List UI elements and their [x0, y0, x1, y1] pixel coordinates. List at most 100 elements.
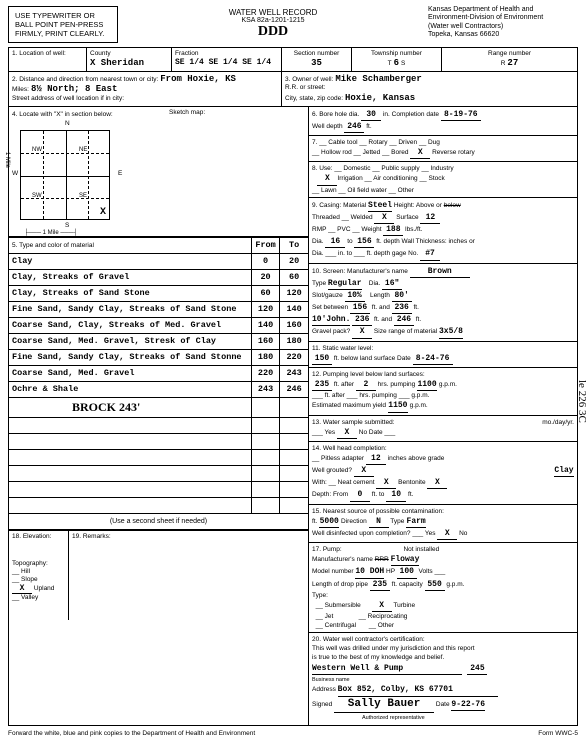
dist-label: 2. Distance and direction from nearest t…	[12, 76, 158, 83]
sketch-label: Sketch map:	[169, 109, 205, 116]
handwritten-ddd: DDD	[118, 24, 428, 40]
header-row: USE TYPEWRITER OR BALL POINT PEN-PRESS F…	[8, 6, 578, 43]
sect-9: 9. Casing: Material Steel Height: Above …	[309, 198, 577, 264]
s9-height: Height: Above or	[394, 202, 442, 209]
range-value: 27	[507, 58, 518, 68]
s14-v: 12	[366, 453, 386, 465]
main-columns: 4. Locate with "X" in section below: Ske…	[9, 107, 577, 725]
s14-cx: X	[376, 477, 396, 489]
material-to: 140	[280, 301, 308, 317]
topo-label: Topography:	[12, 560, 65, 568]
section-cell: Section number 35	[282, 48, 352, 71]
location-x-mark: X	[100, 207, 106, 218]
s7-x: X	[410, 147, 430, 159]
left-column: 4. Locate with "X" in section below: Ske…	[9, 107, 309, 725]
distance-cell: 2. Distance and direction from nearest t…	[9, 72, 282, 106]
county-value: X Sheridan	[90, 58, 168, 69]
table-row: Ochre & Shale243246	[9, 381, 308, 397]
owner-city: Hoxie, Kansas	[345, 93, 415, 103]
table-row: Coarse Sand, Clay, Streaks of Med. Grave…	[9, 317, 308, 333]
compass-s: S	[65, 222, 69, 229]
s20-label: 20. Water well contractor's certificatio…	[312, 636, 425, 643]
s14-gx: X	[354, 465, 374, 477]
s5-to: To	[280, 237, 308, 253]
table-row: Clay, Streaks of Gravel2060	[9, 269, 308, 285]
locate-section: 4. Locate with "X" in section below: Ske…	[9, 107, 308, 237]
township-value: 6	[394, 58, 399, 68]
dist-miles: 8½ North; 8 East	[31, 84, 117, 94]
s10-type: Regular	[328, 278, 362, 290]
s15-x: X	[437, 528, 457, 540]
s15-dv: N	[369, 516, 389, 528]
s17-modv: 10 DOH	[355, 566, 384, 578]
table-row: Fine Sand, Sandy Clay, Streaks of Sand S…	[9, 301, 308, 317]
s6-dia: 30	[361, 109, 381, 121]
material-from: 120	[251, 301, 279, 317]
s6-comp-label: Completion date	[392, 111, 439, 118]
form-title: WATER WELL RECORD	[118, 8, 428, 17]
topo-valley: __ Valley	[12, 594, 65, 602]
s9-mat: Steel	[368, 200, 392, 212]
s17-hpv: 100	[397, 566, 417, 578]
materials-header: 5. Type and color of material From To	[9, 237, 308, 253]
sect-17: 17. Pump: Not installed Manufacturer's n…	[309, 543, 577, 633]
s14-clay: Clay	[554, 465, 574, 477]
empty-row	[9, 433, 308, 449]
material-name: Coarse Sand, Clay, Streaks of Med. Grave…	[9, 317, 251, 333]
fraction-value: SE 1/4 SE 1/4 SE 1/4	[175, 58, 278, 68]
remarks-cell: 19. Remarks:	[69, 531, 308, 620]
topo-slope: __ Slope	[12, 576, 65, 584]
s12-label: 12. Pumping level below land surfaces:	[312, 371, 425, 378]
topo-upland-x: X	[12, 584, 32, 595]
s5-from: From	[251, 237, 279, 253]
material-name: Ochre & Shale	[9, 381, 251, 397]
table-row: Clay020	[9, 253, 308, 269]
s20-biz: Western Well & Pump	[312, 663, 462, 675]
s12-l2: ___ ft. after ___ hrs. pumping ___ g.p.m…	[312, 392, 429, 399]
loc-label: 1. Location of well:	[12, 50, 83, 58]
sect-13: 13. Water sample submitted: mo./day/yr. …	[309, 416, 577, 442]
material-name: Fine Sand, Sandy Clay, Streaks of Sand S…	[9, 301, 251, 317]
s10-s2: 236	[392, 302, 412, 314]
sect-15: 15. Nearest source of possible contamina…	[309, 505, 577, 543]
material-name: Fine Sand, Sandy Clay, Streaks of Sand S…	[9, 349, 251, 365]
empty-row	[9, 449, 308, 465]
s9-d2: 156	[354, 236, 374, 248]
s20-auth: Authorized representative	[362, 715, 425, 721]
compass-w: W	[12, 170, 18, 177]
owner-name: Mike Schamberger	[335, 74, 421, 84]
s11-date: 8-24-76	[413, 353, 453, 365]
fraction-label: Fraction	[175, 50, 278, 58]
bottom-left-row: 18. Elevation: Topography: __ Hill __ Sl…	[9, 530, 308, 620]
s12-gpm1: 1100	[417, 379, 437, 391]
s20-date: 9-22-76	[451, 699, 485, 711]
s10-john: 10'John.	[312, 314, 350, 326]
empty-row	[9, 497, 308, 513]
s17-mv: Floway	[391, 554, 420, 566]
material-name: Clay	[9, 253, 251, 269]
s9-thread: Threaded __ Welded	[312, 214, 373, 221]
s17-label: 17. Pump:	[312, 546, 342, 553]
section-grid: NW NE SW SE X	[20, 130, 110, 220]
footer: Forward the white, blue and pink copies …	[8, 726, 578, 741]
form-box: 1. Location of well: County X Sheridan F…	[8, 47, 578, 726]
s9-d1: 16	[325, 236, 345, 248]
s10-j1: 236	[352, 314, 372, 326]
compass-e: E	[118, 170, 122, 177]
material-to: 220	[280, 349, 308, 365]
s8-x: X	[317, 173, 337, 185]
s9-gage: #7	[420, 248, 440, 260]
table-row: Coarse Sand, Med. Gravel, Stresk of Clay…	[9, 333, 308, 349]
s20-sign: Sally Bauer	[334, 697, 434, 713]
s17-cv: 550	[425, 579, 445, 591]
s10-size: 3x5/8	[439, 326, 463, 338]
empty-row	[9, 417, 308, 433]
dept-l3: (Water well Contractors)	[428, 23, 578, 31]
dept-l2: Environment-Division of Environment	[428, 14, 578, 22]
topo-upland: Upland	[34, 585, 55, 592]
s20-l2: is true to the best of my knowledge and …	[312, 654, 444, 661]
s6-depth-label: Well depth	[312, 123, 343, 130]
s9-label: 9. Casing: Material	[312, 202, 366, 209]
material-from: 20	[251, 269, 279, 285]
sect-6: 6. Bore hole dia. 30 in. Completion date…	[309, 107, 577, 136]
